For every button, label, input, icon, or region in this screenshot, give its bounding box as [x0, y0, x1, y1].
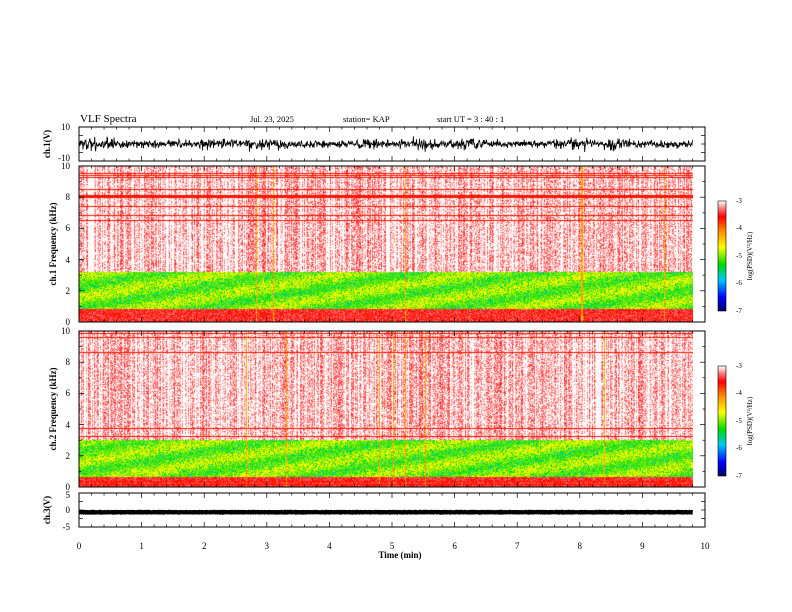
ch1-waveform-ylabel: ch.1(V) — [42, 130, 52, 158]
time-axis-tick-labels: 0 1 2 3 4 5 6 7 8 9 10 — [77, 541, 710, 551]
ch2-freq-tick-2: 2 — [66, 451, 71, 461]
figure-title: VLF Spectra — [80, 113, 137, 125]
ch2-spectrogram-ytick-labels: 0 2 4 6 8 10 — [61, 326, 71, 492]
ch1-colorbar-tick-m6: -6 — [736, 279, 742, 287]
ch1-spectrogram-image — [79, 166, 693, 322]
ch1-spectrogram-ytick-labels: 0 2 4 6 8 10 — [61, 161, 71, 327]
ch2-colorbar-tick-m4: -4 — [736, 389, 742, 397]
figure-date: Jul. 23, 2025 — [250, 114, 294, 124]
ch1-freq-tick-8: 8 — [66, 192, 71, 202]
ch3-ytick-bottom: -5 — [63, 522, 71, 532]
ch2-colorbar-gradient — [718, 366, 726, 476]
ch3-ytick-mid: 0 — [66, 505, 71, 515]
ch1-colorbar-tick-m5: -5 — [736, 252, 742, 260]
ch2-freq-tick-4: 4 — [66, 420, 71, 430]
ch2-spectrogram-image — [79, 331, 693, 487]
ch3-waveform-ticks — [78, 492, 706, 528]
ch1-freq-tick-0: 0 — [66, 317, 71, 327]
time-tick-6: 6 — [452, 541, 457, 551]
time-tick-2: 2 — [202, 541, 207, 551]
time-tick-5: 5 — [390, 541, 395, 551]
ch2-spectrogram-panel: 0 2 4 6 8 10 ch.2 Frequency (kHz) — [48, 326, 706, 492]
time-tick-10: 10 — [701, 541, 711, 551]
figure-station: station= KAP — [343, 114, 390, 124]
ch1-freq-tick-4: 4 — [66, 255, 71, 265]
ch1-waveform-ticks — [78, 126, 706, 162]
time-tick-8: 8 — [578, 541, 583, 551]
ch1-colorbar-tick-m4: -4 — [736, 224, 742, 232]
ch2-spectrogram-ticks — [78, 330, 706, 488]
ch1-freq-tick-10: 10 — [61, 161, 71, 171]
ch2-colorbar-tick-m7: -7 — [736, 472, 742, 480]
ch2-colorbar-tick-m6: -6 — [736, 444, 742, 452]
ch2-freq-tick-0: 0 — [66, 482, 71, 492]
ch1-colorbar-label: log(PSD)(V²/Hz) — [746, 231, 754, 280]
ch2-freq-tick-6: 6 — [66, 388, 71, 398]
ch2-colorbar-tick-m5: -5 — [736, 417, 742, 425]
time-tick-4: 4 — [327, 541, 332, 551]
time-tick-3: 3 — [265, 541, 270, 551]
ch1-spectrogram-ylabel: ch.1 Frequency (kHz) — [48, 202, 58, 285]
ch2-spectrogram-ylabel: ch.2 Frequency (kHz) — [48, 367, 58, 450]
ch3-ytick-top: 5 — [66, 490, 71, 500]
ch1-colorbar-border — [717, 200, 727, 312]
ch2-colorbar-border — [717, 365, 727, 477]
time-tick-0: 0 — [77, 541, 82, 551]
ch3-waveform-panel: 5 0 -5 ch.3(V) — [42, 490, 706, 532]
ch1-ytick-top: 10 — [61, 122, 71, 132]
ch1-ytick-bottom: -10 — [58, 153, 70, 163]
ch1-spectrogram-panel: 0 2 4 6 8 10 ch.1 Frequency (kHz) — [48, 161, 706, 327]
time-tick-9: 9 — [640, 541, 645, 551]
ch3-waveform-ylabel: ch.3(V) — [42, 496, 52, 524]
ch1-colorbar-tick-m7: -7 — [736, 307, 742, 315]
ch3-waveform-trace — [78, 509, 693, 515]
time-tick-7: 7 — [515, 541, 520, 551]
ch1-colorbar-tick-m3: -3 — [736, 197, 742, 205]
time-axis-label: Time (min) — [378, 550, 421, 560]
ch2-freq-tick-8: 8 — [66, 357, 71, 367]
time-tick-1: 1 — [139, 541, 144, 551]
ch2-colorbar: -3 -4 -5 -6 -7 log(PSD)(V²/Hz) — [717, 362, 754, 480]
ch1-waveform-trace — [78, 136, 693, 153]
ch1-freq-tick-6: 6 — [66, 223, 71, 233]
ch2-colorbar-label: log(PSD)(V²/Hz) — [746, 396, 754, 445]
ch2-freq-tick-10: 10 — [61, 326, 71, 336]
ch1-spectrogram-ticks — [78, 165, 706, 323]
ch1-waveform-panel: 10 -10 ch.1(V) — [42, 122, 706, 163]
figure-start-ut: start UT = 3 : 40 : 1 — [437, 114, 504, 124]
ch1-colorbar-gradient — [718, 201, 726, 311]
ch2-colorbar-tick-m3: -3 — [736, 362, 742, 370]
ch1-freq-tick-2: 2 — [66, 286, 71, 296]
ch1-colorbar: -3 -4 -5 -6 -7 log(PSD)(V²/Hz) — [717, 197, 754, 315]
